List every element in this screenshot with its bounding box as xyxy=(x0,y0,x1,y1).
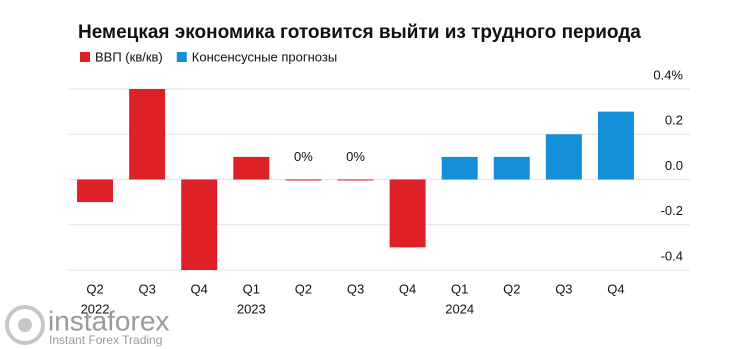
bar xyxy=(77,179,114,203)
bar xyxy=(597,111,634,180)
y-tick-label: -0.4 xyxy=(661,248,683,263)
x-tick-label: Q3 xyxy=(347,281,364,296)
bar xyxy=(545,134,582,180)
chart-title: Немецкая экономика готовится выйти из тр… xyxy=(78,22,641,43)
legend-label: Консенсусные прогнозы xyxy=(192,49,337,64)
x-year-label: 2024 xyxy=(445,301,474,316)
x-year-label: 2022 xyxy=(81,301,110,316)
watermark-tagline: Instant Forex Trading xyxy=(49,333,162,347)
x-tick-label: Q2 xyxy=(503,281,520,296)
bar xyxy=(181,179,218,270)
bar xyxy=(493,156,530,180)
bar xyxy=(337,179,374,181)
legend-swatch xyxy=(176,52,187,62)
bar xyxy=(389,179,426,248)
watermark-brand: instaforex xyxy=(48,305,169,336)
x-tick-label: Q4 xyxy=(399,281,416,296)
y-tick-label: 0.2 xyxy=(665,113,683,128)
x-tick-label: Q3 xyxy=(555,281,572,296)
y-tick-label: -0.2 xyxy=(661,203,683,218)
x-tick-label: Q4 xyxy=(607,281,624,296)
legend-swatch xyxy=(80,52,90,62)
bar xyxy=(441,156,478,180)
legend-label: ВВП (кв/кв) xyxy=(95,49,163,64)
x-tick-label: Q1 xyxy=(451,281,468,296)
x-tick-label: Q1 xyxy=(243,281,260,296)
value-label: 0% xyxy=(294,149,313,164)
bar xyxy=(233,156,270,180)
x-year-label: 2023 xyxy=(237,301,266,316)
x-tick-label: Q4 xyxy=(191,281,208,296)
y-tick-label: 0.4% xyxy=(653,67,683,82)
x-tick-label: Q2 xyxy=(295,281,312,296)
watermark-logo xyxy=(5,305,45,345)
x-tick-label: Q3 xyxy=(138,281,155,296)
value-label: 0% xyxy=(346,149,365,164)
bar xyxy=(129,89,166,180)
y-tick-label: 0.0 xyxy=(665,158,683,173)
bar xyxy=(285,179,322,181)
x-tick-label: Q2 xyxy=(86,281,103,296)
